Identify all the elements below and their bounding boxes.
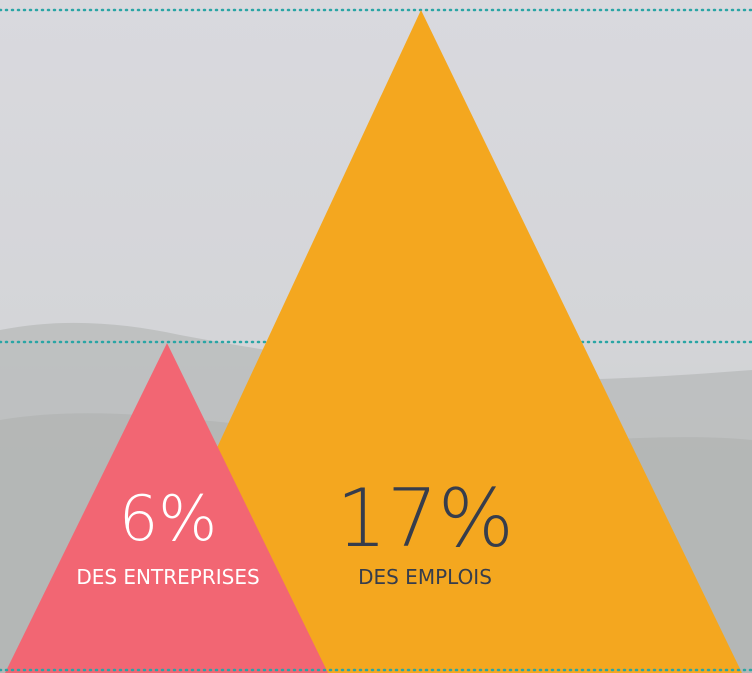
stat-value: 6% [119,482,217,555]
stat-label: DES ENTREPRISES [76,565,259,589]
pink-triangle [5,343,328,673]
orange-triangle [112,10,742,673]
stat-value: 17% [336,472,514,565]
stat-label: DES EMPLOIS [358,565,492,589]
